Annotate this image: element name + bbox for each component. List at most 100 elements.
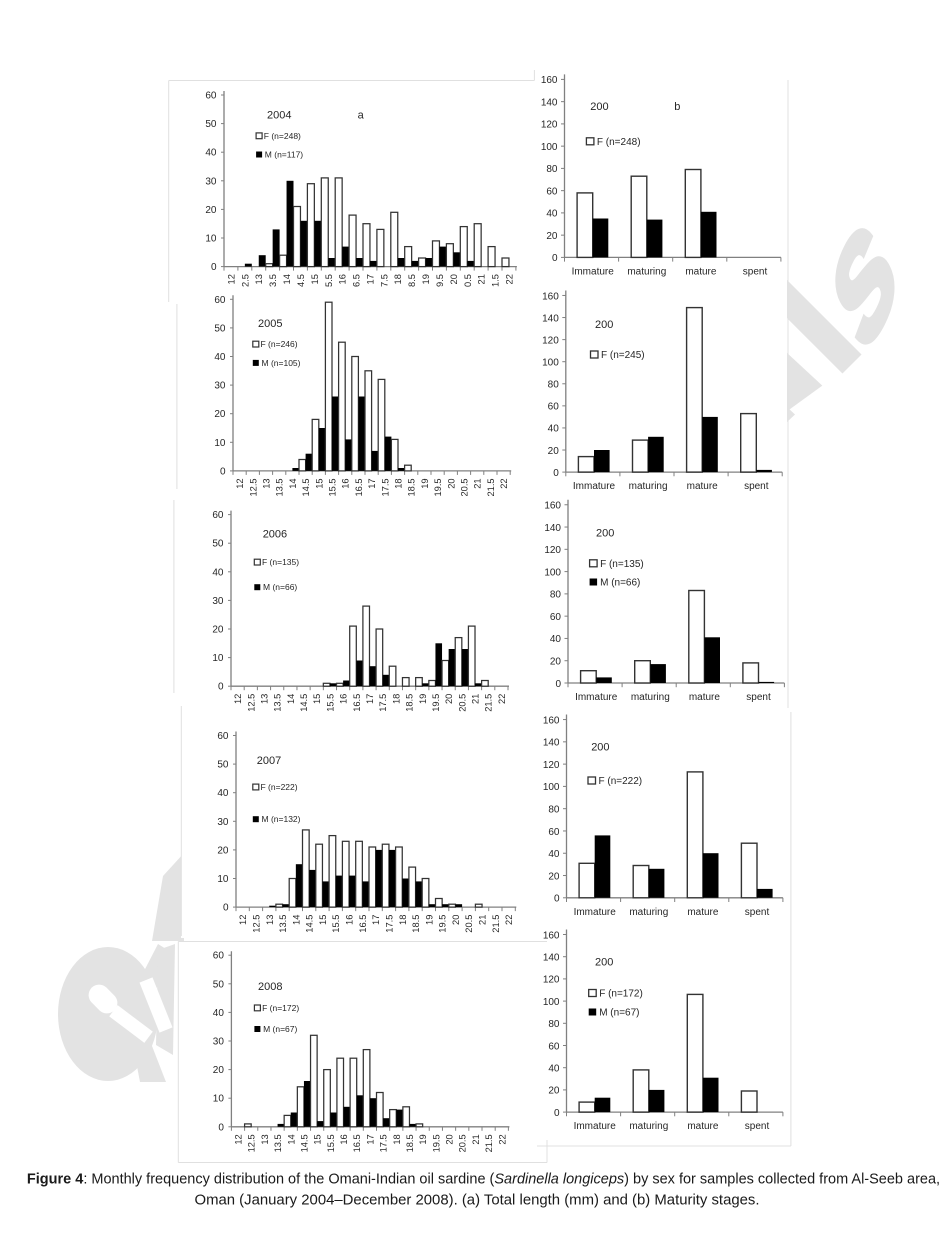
svg-text:b: b (674, 101, 680, 113)
svg-text:21.5: 21.5 (486, 478, 496, 496)
svg-text:200: 200 (590, 101, 608, 113)
svg-text:140: 140 (543, 953, 560, 964)
svg-text:9.5: 9.5 (435, 274, 445, 287)
svg-text:mature: mature (687, 907, 719, 918)
svg-text:14.5: 14.5 (299, 1134, 309, 1152)
svg-text:14: 14 (286, 694, 296, 704)
svg-text:120: 120 (542, 335, 559, 346)
svg-text:17: 17 (365, 1134, 375, 1144)
svg-text:21: 21 (477, 274, 487, 284)
svg-text:12: 12 (234, 1134, 244, 1144)
svg-text:20: 20 (213, 1065, 225, 1076)
svg-text:6.5: 6.5 (352, 274, 362, 287)
svg-text:10: 10 (212, 653, 224, 664)
svg-text:18.5: 18.5 (405, 694, 415, 712)
svg-text:maturing: maturing (629, 481, 668, 492)
svg-text:16: 16 (339, 694, 349, 704)
svg-text:18: 18 (393, 274, 403, 284)
svg-text:0: 0 (554, 1108, 560, 1119)
svg-text:40: 40 (548, 424, 560, 435)
svg-text:0: 0 (220, 466, 226, 477)
svg-text:80: 80 (546, 164, 558, 175)
svg-text:140: 140 (544, 523, 561, 534)
svg-text:16: 16 (345, 915, 355, 925)
svg-text:M (n=66): M (n=66) (600, 578, 640, 589)
svg-text:20: 20 (444, 694, 454, 704)
svg-text:Immature: Immature (574, 1121, 617, 1132)
svg-text:2.5: 2.5 (240, 274, 250, 287)
svg-text:mature: mature (687, 1121, 719, 1132)
svg-text:18.5: 18.5 (405, 1134, 415, 1152)
svg-text:160: 160 (543, 930, 560, 941)
svg-text:8.5: 8.5 (407, 274, 417, 287)
svg-text:80: 80 (548, 1019, 560, 1030)
svg-text:50: 50 (214, 323, 226, 334)
svg-text:40: 40 (213, 1008, 225, 1019)
svg-text:0: 0 (218, 682, 224, 693)
svg-text:spent: spent (744, 481, 769, 492)
svg-text:30: 30 (213, 1037, 225, 1048)
svg-text:200: 200 (591, 742, 609, 754)
svg-text:17: 17 (367, 478, 377, 488)
svg-text:20: 20 (217, 845, 229, 856)
svg-text:12: 12 (235, 478, 245, 488)
svg-text:13: 13 (260, 1134, 270, 1144)
svg-text:2006: 2006 (263, 529, 287, 541)
svg-text:20: 20 (445, 1134, 455, 1144)
svg-text:19: 19 (418, 1134, 428, 1144)
svg-text:17.5: 17.5 (379, 1134, 389, 1152)
svg-text:19.5: 19.5 (433, 478, 443, 496)
svg-text:18: 18 (391, 694, 401, 704)
svg-text:12.5: 12.5 (252, 915, 262, 933)
svg-text:18: 18 (394, 478, 404, 488)
svg-text:19: 19 (418, 694, 428, 704)
svg-text:21: 21 (478, 915, 488, 925)
svg-text:16.5: 16.5 (352, 1134, 362, 1152)
svg-text:F (n=222): F (n=222) (261, 782, 298, 792)
svg-text:5.5: 5.5 (324, 274, 334, 287)
svg-text:Immature: Immature (575, 692, 618, 703)
svg-text:20: 20 (548, 446, 560, 457)
svg-text:160: 160 (542, 291, 559, 302)
svg-text:mature: mature (689, 692, 721, 703)
svg-text:60: 60 (548, 402, 560, 413)
svg-text:12.5: 12.5 (247, 1134, 257, 1152)
svg-text:15.5: 15.5 (325, 694, 335, 712)
svg-text:0: 0 (555, 679, 561, 690)
svg-text:17.5: 17.5 (378, 694, 388, 712)
svg-text:14: 14 (286, 1134, 296, 1144)
svg-text:17: 17 (365, 694, 375, 704)
svg-text:14: 14 (282, 274, 292, 284)
svg-text:1.5: 1.5 (491, 274, 501, 287)
svg-text:16.5: 16.5 (354, 478, 364, 496)
svg-text:21: 21 (471, 694, 481, 704)
svg-text:200: 200 (596, 528, 614, 540)
svg-text:14.5: 14.5 (301, 478, 311, 496)
svg-text:20: 20 (546, 231, 558, 242)
svg-text:19: 19 (420, 478, 430, 488)
svg-text:20.5: 20.5 (458, 1134, 468, 1152)
svg-text:maturing: maturing (627, 266, 666, 277)
svg-text:120: 120 (543, 760, 560, 771)
svg-text:50: 50 (217, 760, 229, 771)
svg-text:spent: spent (745, 907, 770, 918)
svg-text:13.5: 13.5 (273, 694, 283, 712)
svg-text:Immature: Immature (572, 266, 615, 277)
svg-text:M (n=132): M (n=132) (262, 814, 301, 824)
svg-text:40: 40 (546, 209, 558, 220)
svg-text:0: 0 (211, 262, 217, 273)
svg-text:20: 20 (205, 205, 217, 216)
svg-text:16: 16 (341, 478, 351, 488)
svg-text:Figure 4: Monthly frequency di: Figure 4: Monthly frequency distribution… (27, 1172, 940, 1188)
svg-text:2005: 2005 (258, 318, 282, 330)
svg-text:Immature: Immature (574, 907, 617, 918)
svg-text:14.5: 14.5 (299, 694, 309, 712)
svg-text:20.5: 20.5 (460, 478, 470, 496)
svg-text:M (n=67): M (n=67) (263, 1024, 297, 1034)
svg-text:13.5: 13.5 (273, 1134, 283, 1152)
svg-text:19.5: 19.5 (438, 915, 448, 933)
svg-text:50: 50 (213, 979, 225, 990)
svg-text:22: 22 (505, 274, 515, 284)
svg-text:0: 0 (554, 894, 560, 905)
svg-text:F (n=172): F (n=172) (599, 989, 643, 1000)
